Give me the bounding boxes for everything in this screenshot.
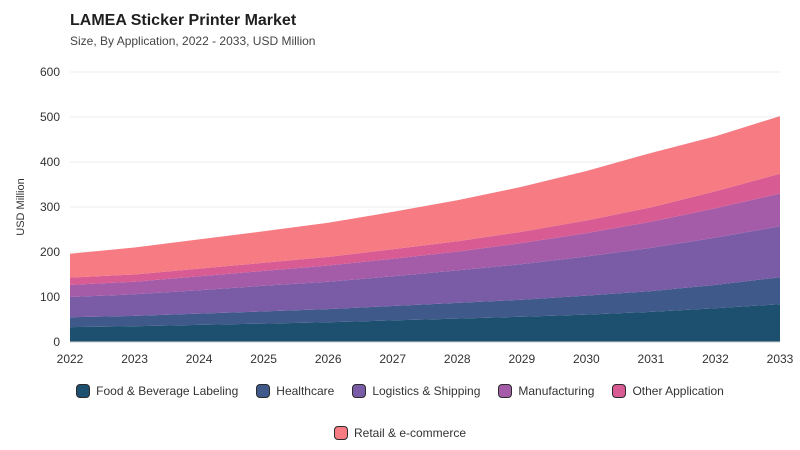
x-tick-label: 2023 [121,352,148,366]
legend-label: Logistics & Shipping [372,384,481,398]
y-axis-ticks: 0 100 200 300 400 500 600 [40,65,60,349]
stacked-area-chart: 0 100 200 300 400 500 600 2022 2023 2024 2025 2026… [15,65,794,366]
x-tick-label: 2030 [573,352,600,366]
legend-label: Other Application [632,384,724,398]
legend-swatch [333,426,348,440]
x-tick-label: 2033 [767,352,794,366]
legend-item[interactable]: Logistics & Shipping [352,382,480,400]
legend-swatch [612,384,627,398]
legend-label: Manufacturing [518,384,595,398]
legend-label: Healthcare [276,384,335,398]
area-logistics-shipping [70,226,780,318]
legend-swatch [76,384,91,398]
x-tick-label: 2022 [57,352,84,366]
x-tick-label: 2024 [186,352,213,366]
x-tick-label: 2029 [508,352,535,366]
legend-label: Food & Beverage Labeling [96,384,239,398]
x-tick-label: 2026 [315,352,342,366]
y-tick-label: 300 [40,200,60,214]
legend-swatch [498,384,513,398]
area-retail-e-commerce [70,116,780,278]
legend-item[interactable]: Other Application [612,382,724,400]
y-axis-title: USD Million [15,178,27,235]
chart-title: LAMEA Sticker Printer Market [70,12,297,29]
y-tick-label: 100 [40,290,60,304]
area-food-beverage-labeling [70,304,780,342]
legend-item[interactable]: Food & Beverage Labeling [76,382,238,400]
legend-label: Retail & e-commerce [353,426,467,440]
legend-item[interactable]: Manufacturing [498,382,594,400]
x-tick-label: 2031 [638,352,665,366]
area-series [70,116,780,343]
legend-swatch [256,384,271,398]
y-tick-label: 0 [53,335,60,349]
y-tick-label: 400 [40,155,60,169]
y-tick-label: 200 [40,245,60,259]
legend: Food & Beverage Labeling Healthcare Logist… [40,382,760,442]
legend-item[interactable]: Healthcare [256,382,334,400]
x-tick-label: 2028 [444,352,471,366]
x-axis-ticks: 2022 2023 2024 2025 2026 2027 2028 2029 2030 2031… [57,352,794,366]
legend-item[interactable]: Retail & e-commerce [333,424,467,442]
x-tick-label: 2025 [250,352,277,366]
chart-subtitle: Size, By Application, 2022 - 2033, USD M… [70,34,316,48]
y-tick-label: 600 [40,65,60,79]
x-tick-label: 2032 [702,352,729,366]
area-healthcare [70,277,780,328]
area-manufacturing [70,193,780,297]
y-tick-label: 500 [40,110,60,124]
x-tick-label: 2027 [379,352,406,366]
legend-swatch [352,384,367,398]
